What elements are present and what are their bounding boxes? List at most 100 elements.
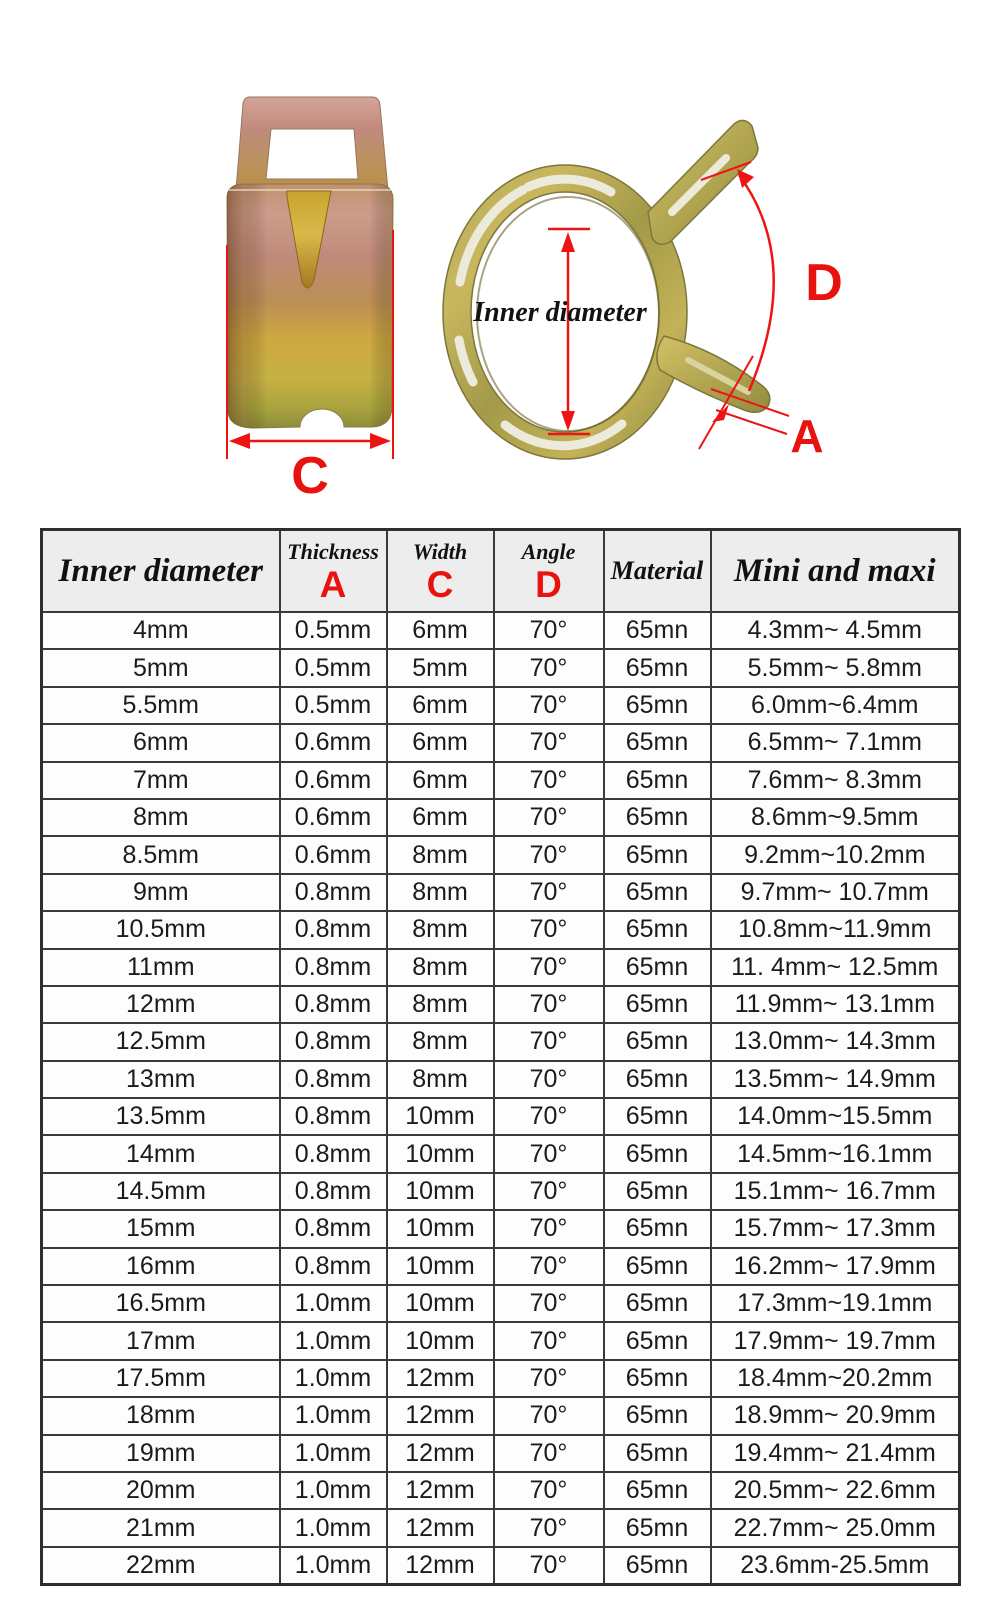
table-row: 21mm 1.0mm 12mm 70° 65mn 22.7mm~ 25.0mm [40,1508,961,1548]
spec-table-header: Inner diameter Thickness A Width C Angle… [40,528,961,613]
clamp-band-shading [227,184,393,428]
clamp-lower-tab [656,335,771,413]
table-cell: 4.3mm~ 4.5mm [709,610,961,651]
inner-diameter-label: Inner diameter [472,297,648,328]
table-cell: 6mm [40,723,281,763]
arrowhead-right [370,433,391,449]
table-cell: 70° [492,1209,605,1249]
spec-table-body: 4mm 0.5mm 6mm 70° 65mn 4.3mm~ 4.5mm 5mm 0.5mm 5m… [40,610,961,1586]
width-dimension-annotation: C [226,230,394,505]
table-cell: 70° [492,872,605,913]
table-cell: 70° [492,1284,605,1324]
front-view-clamp-photo [442,119,771,460]
table-cell: 65mn [602,648,712,688]
table-cell: 0.8mm [278,1022,388,1062]
table-cell: 70° [492,1470,605,1511]
table-row: 14.5mm 0.8mm 10mm 70° 65mn 15.1mm~ 16.7mm [40,1171,961,1212]
table-cell: 70° [492,1171,605,1212]
table-row: 11mm 0.8mm 8mm 70° 65mn 11. 4mm~ 12.5mm [40,947,961,987]
width-letter: C [426,564,454,605]
table-cell: 8mm [385,947,495,987]
dimension-label-d: D [805,254,843,312]
table-cell: 65mn [602,1209,712,1249]
table-cell: 11.9mm~ 13.1mm [709,984,961,1025]
table-row: 13mm 0.8mm 8mm 70° 65mn 13.5mm~ 14.9mm [40,1059,961,1100]
table-cell: 0.8mm [278,1246,388,1287]
angle-dimension-annotation: D [700,161,843,392]
table-cell: 1.0mm [278,1358,388,1399]
table-cell: 5.5mm [40,685,281,726]
table-cell: 70° [492,1134,605,1174]
table-cell: 70° [492,760,605,800]
table-cell: 1.0mm [278,1470,388,1511]
col-header-inner-diameter: Inner diameter [40,528,281,613]
table-cell: 12mm [385,1358,495,1399]
table-cell: 65mn [602,1508,712,1548]
table-row: 8mm 0.6mm 6mm 70° 65mn 8.6mm~9.5mm [40,797,961,838]
table-cell: 1.0mm [278,1284,388,1324]
table-cell: 70° [492,1433,605,1473]
table-cell: 1.0mm [278,1545,388,1586]
table-cell: 70° [492,1321,605,1361]
table-row: 12mm 0.8mm 8mm 70° 65mn 11.9mm~ 13.1mm [40,984,961,1025]
table-cell: 14.0mm~15.5mm [709,1097,961,1137]
table-cell: 9mm [40,872,281,913]
table-cell: 70° [492,1097,605,1137]
table-cell: 70° [492,1508,605,1548]
table-cell: 5mm [385,648,495,688]
table-row: 5mm 0.5mm 5mm 70° 65mn 5.5mm~ 5.8mm [40,648,961,688]
table-cell: 20mm [40,1470,281,1511]
clamp-ring-slots [454,174,627,451]
table-cell: 10mm [385,1321,495,1361]
table-cell: 8mm [385,1022,495,1062]
table-row: 8.5mm 0.6mm 8mm 70° 65mn 9.2mm~10.2mm [40,835,961,875]
table-cell: 0.5mm [278,648,388,688]
product-figure: C Inner diameter D [0,0,1000,512]
table-cell: 11mm [40,947,281,987]
clamp-v-notch [286,190,332,289]
table-cell: 65mn [602,723,712,763]
table-cell: 23.6mm-25.5mm [709,1545,961,1586]
table-row: 18mm 1.0mm 12mm 70° 65mn 18.9mm~ 20.9mm [40,1396,961,1436]
table-cell: 0.8mm [278,1171,388,1212]
table-cell: 70° [492,1396,605,1436]
side-view-clamp-photo [226,96,394,429]
table-row: 6mm 0.6mm 6mm 70° 65mn 6.5mm~ 7.1mm [40,723,961,763]
spec-table: Inner diameter Thickness A Width C Angle… [40,528,961,1587]
thickness-letter: A [319,564,347,605]
arrowhead-left [229,433,250,449]
table-cell: 70° [492,685,605,726]
table-cell: 20.5mm~ 22.6mm [709,1470,961,1511]
table-cell: 65mn [602,1396,712,1436]
table-cell: 13.0mm~ 14.3mm [709,1022,961,1062]
table-cell: 12.5mm [40,1022,281,1062]
table-cell: 0.8mm [278,1059,388,1100]
table-cell: 65mn [602,910,712,950]
table-cell: 65mn [602,1433,712,1473]
table-row: 17.5mm 1.0mm 12mm 70° 65mn 18.4mm~20.2mm [40,1358,961,1399]
table-cell: 15.7mm~ 17.3mm [709,1209,961,1249]
angle-letter: D [535,564,562,605]
table-cell: 70° [492,1246,605,1287]
table-cell: 65mn [602,984,712,1025]
table-cell: 0.5mm [278,610,388,651]
table-cell: 65mn [602,1097,712,1137]
table-cell: 9.2mm~10.2mm [709,835,961,875]
table-cell: 18.9mm~ 20.9mm [709,1396,961,1436]
table-cell: 65mn [602,1134,712,1174]
table-cell: 12mm [385,1433,495,1473]
table-cell: 65mn [602,1246,712,1287]
table-row: 20mm 1.0mm 12mm 70° 65mn 20.5mm~ 22.6mm [40,1470,961,1511]
table-cell: 0.6mm [278,797,388,838]
table-row: 22mm 1.0mm 12mm 70° 65mn 23.6mm-25.5mm [40,1545,961,1586]
table-cell: 0.8mm [278,910,388,950]
table-cell: 1.0mm [278,1508,388,1548]
table-row: 7mm 0.6mm 6mm 70° 65mn 7.6mm~ 8.3mm [40,760,961,800]
table-cell: 6mm [385,723,495,763]
table-cell: 19.4mm~ 21.4mm [709,1433,961,1473]
table-cell: 17.9mm~ 19.7mm [709,1321,961,1361]
table-cell: 10mm [385,1097,495,1137]
table-cell: 12mm [385,1396,495,1436]
table-cell: 10mm [385,1171,495,1212]
